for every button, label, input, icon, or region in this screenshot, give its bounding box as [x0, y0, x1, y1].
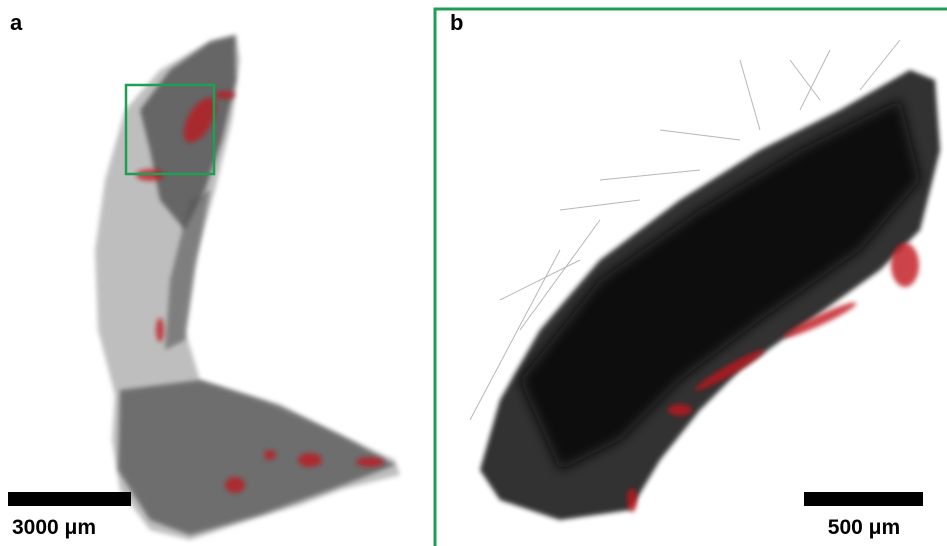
scale-bar	[804, 492, 923, 506]
panel-a-image	[95, 34, 400, 540]
scale-bar-label: 3000 μm	[12, 516, 96, 539]
panel-label: a	[10, 10, 23, 35]
figure: a 3000 μm b 500 μm	[0, 0, 947, 546]
panel-b-image	[435, 9, 947, 546]
page: a 3000 μm b 500 μm (() => { const data =…	[0, 0, 947, 546]
scale-bar	[8, 492, 131, 506]
panel-label: b	[450, 10, 463, 35]
scale-bar-label: 500 μm	[828, 516, 900, 539]
